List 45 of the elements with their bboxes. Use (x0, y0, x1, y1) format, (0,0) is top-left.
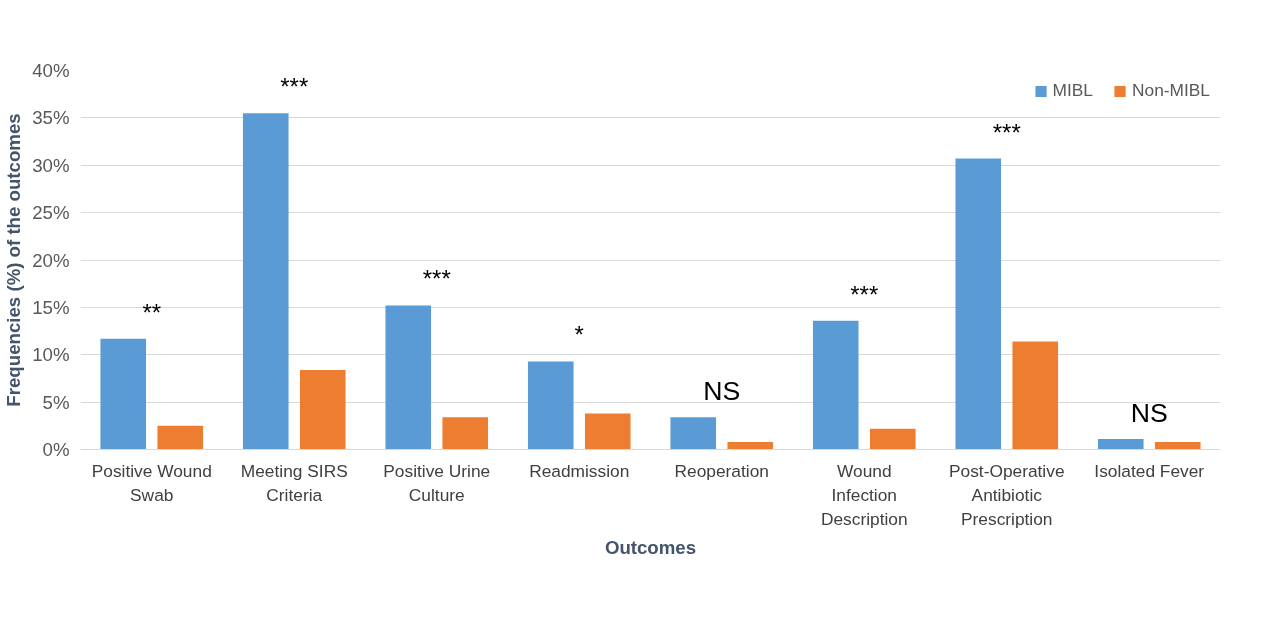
x-tick-label: Reoperation (674, 460, 769, 481)
y-tick-label: 25% (32, 202, 70, 224)
bar (527, 361, 574, 450)
x-axis-title: Outcomes (604, 536, 697, 558)
x-tick-label: Post-Operative Antibiotic Prescription (948, 460, 1065, 529)
x-tick-label: Positive Urine Culture (383, 460, 491, 505)
bar (812, 320, 859, 450)
annotation: *** (992, 118, 1021, 146)
annotation: ** (142, 298, 162, 326)
annotation: * (574, 321, 584, 349)
bar (299, 369, 346, 450)
y-tick-label: 0% (42, 439, 70, 460)
bar (727, 441, 774, 450)
x-tick-label: Isolated Fever (1094, 460, 1205, 481)
y-axis-title: Frequencies (%) of the outcomes (3, 113, 25, 407)
y-tick-label: 40% (32, 60, 70, 81)
annotation: NS (1130, 397, 1168, 428)
y-tick-label: 15% (32, 296, 70, 318)
bar (670, 417, 717, 450)
bar (1012, 341, 1059, 450)
bar (442, 417, 489, 450)
annotation: NS (703, 375, 741, 406)
legend-label: MIBL (1052, 80, 1093, 101)
y-tick-label: 20% (32, 249, 70, 271)
bar (100, 338, 147, 450)
x-tick-label: Positive Wound Swab (91, 460, 212, 505)
bar (584, 413, 631, 450)
bar (1154, 441, 1201, 450)
y-tick-label: 35% (32, 107, 70, 129)
bar (385, 305, 432, 450)
bar (955, 158, 1002, 450)
y-tick-label: 10% (32, 344, 70, 366)
bar (157, 425, 204, 450)
bar (869, 428, 916, 450)
bar (242, 113, 289, 450)
annotation: *** (850, 280, 879, 308)
x-tick-label: Wound Infection Description (820, 460, 908, 529)
legend-label: Non-MIBL (1131, 80, 1210, 101)
x-tick-label: Readmission (529, 460, 630, 481)
annotation: *** (280, 73, 309, 101)
y-tick-label: 30% (32, 154, 70, 176)
bar (1097, 439, 1144, 450)
x-tick-label: Meeting SIRS Criteria (240, 460, 348, 505)
y-tick-label: 5% (42, 391, 70, 413)
annotation: *** (422, 265, 451, 293)
